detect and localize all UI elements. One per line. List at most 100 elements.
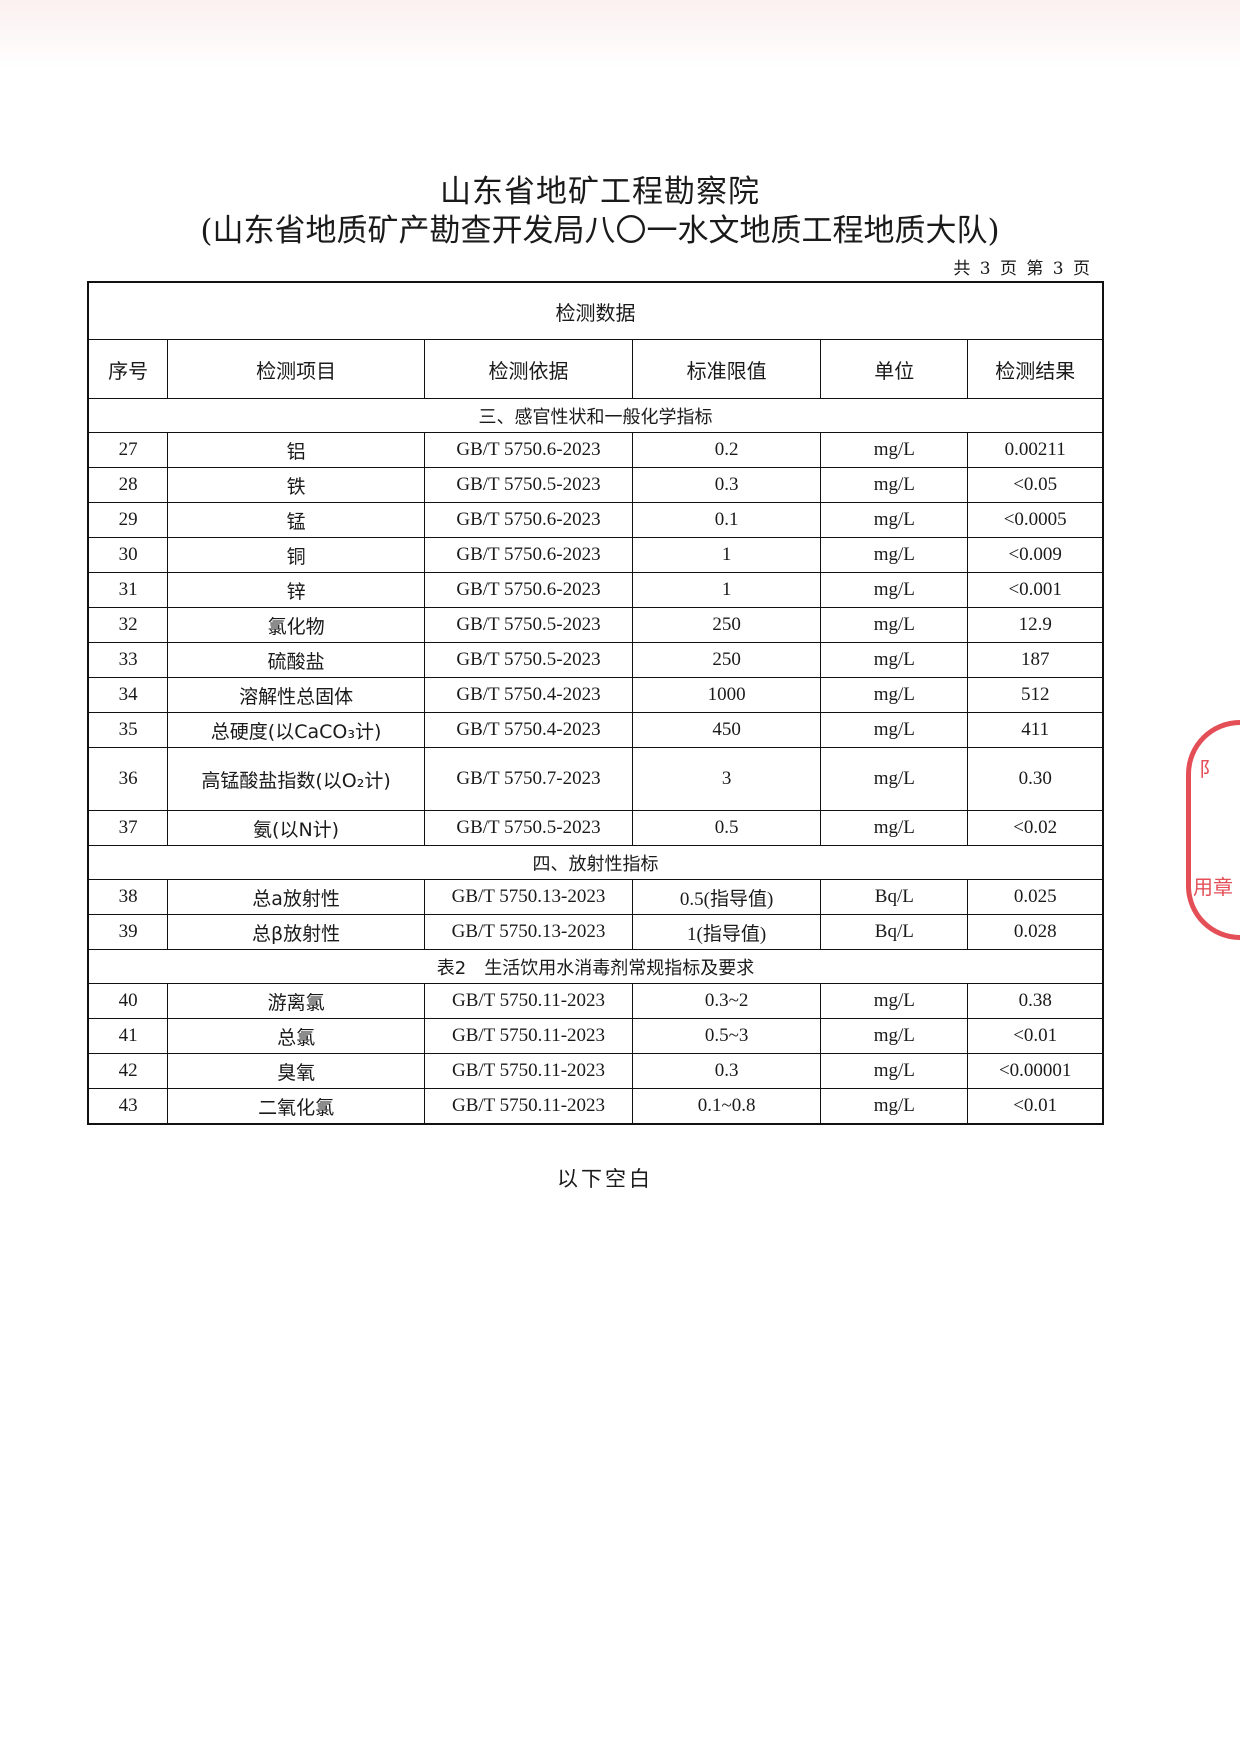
test-method: GB/T 5750.7-2023: [423, 747, 634, 811]
section-title: 三、感官性状和一般化学指标: [87, 398, 1104, 433]
table-row: 27 铝 GB/T 5750.6-2023 0.2 mg/L 0.00211: [87, 432, 1104, 468]
test-item: 溶解性总固体: [167, 677, 425, 713]
table-row: 34 溶解性总固体 GB/T 5750.4-2023 1000 mg/L 512: [87, 677, 1104, 713]
row-number: 35: [87, 712, 169, 748]
test-result: 0.025: [967, 879, 1104, 915]
test-item: 二氧化氯: [167, 1088, 425, 1125]
unit: mg/L: [820, 502, 969, 538]
stamp-text: 阝: [1199, 757, 1219, 781]
unit: Bq/L: [820, 914, 969, 950]
test-method: GB/T 5750.13-2023: [423, 879, 634, 915]
test-item: 铜: [167, 537, 425, 573]
table-caption: 检测数据: [87, 281, 1104, 340]
row-number: 27: [87, 432, 169, 468]
standard-limit: 0.2: [632, 432, 822, 468]
row-number: 30: [87, 537, 169, 573]
unit: Bq/L: [820, 879, 969, 915]
standard-limit: 1(指导值): [632, 914, 822, 950]
unit: mg/L: [820, 642, 969, 678]
standard-limit: 0.3: [632, 1053, 822, 1089]
test-method: GB/T 5750.11-2023: [423, 1088, 634, 1125]
table-row: 43 二氧化氯 GB/T 5750.11-2023 0.1~0.8 mg/L <0.01: [87, 1088, 1104, 1125]
test-item: 总β放射性: [167, 914, 425, 950]
test-result: 0.00211: [967, 432, 1104, 468]
section-title: 四、放射性指标: [87, 845, 1104, 880]
table-row: 36 高锰酸盐指数(以O₂计) GB/T 5750.7-2023 3 mg/L 0.30: [87, 747, 1104, 811]
test-item: 氯化物: [167, 607, 425, 643]
standard-limit: 250: [632, 607, 822, 643]
column-header-result: 检测结果: [967, 339, 1104, 399]
test-item: 硫酸盐: [167, 642, 425, 678]
test-method: GB/T 5750.6-2023: [423, 537, 634, 573]
table-row: 31 锌 GB/T 5750.6-2023 1 mg/L <0.001: [87, 572, 1104, 608]
row-number: 43: [87, 1088, 169, 1125]
unit: mg/L: [820, 747, 969, 811]
unit: mg/L: [820, 1088, 969, 1125]
test-item: 总氯: [167, 1018, 425, 1054]
standard-limit: 0.3: [632, 467, 822, 503]
table-row: 28 铁 GB/T 5750.5-2023 0.3 mg/L <0.05: [87, 467, 1104, 503]
standard-limit: 0.1~0.8: [632, 1088, 822, 1125]
test-result: 0.028: [967, 914, 1104, 950]
official-seal-stamp: 阝 用章: [1186, 720, 1240, 940]
test-method: GB/T 5750.6-2023: [423, 502, 634, 538]
standard-limit: 1: [632, 572, 822, 608]
test-item: 游离氯: [167, 983, 425, 1019]
test-method: GB/T 5750.5-2023: [423, 810, 634, 846]
test-data-table: 检测数据 序号 检测项目 检测依据 标准限值 单位 检测结果 三、感官性状和一般…: [87, 281, 1104, 1125]
row-number: 28: [87, 467, 169, 503]
column-header-no: 序号: [87, 339, 169, 399]
row-number: 32: [87, 607, 169, 643]
standard-limit: 450: [632, 712, 822, 748]
test-result: <0.001: [967, 572, 1104, 608]
blank-below-note: 以下空白: [557, 1167, 653, 1191]
table-header-row: 序号 检测项目 检测依据 标准限值 单位 检测结果: [87, 339, 1104, 399]
unit: mg/L: [820, 1018, 969, 1054]
test-result: <0.02: [967, 810, 1104, 846]
section-row: 表2 生活饮用水消毒剂常规指标及要求: [87, 949, 1104, 984]
table-row: 32 氯化物 GB/T 5750.5-2023 250 mg/L 12.9: [87, 607, 1104, 643]
standard-limit: 0.5~3: [632, 1018, 822, 1054]
test-method: GB/T 5750.11-2023: [423, 1053, 634, 1089]
table-row: 39 总β放射性 GB/T 5750.13-2023 1(指导值) Bq/L 0.028: [87, 914, 1104, 950]
test-result: <0.01: [967, 1018, 1104, 1054]
test-item: 总硬度(以CaCO₃计): [167, 712, 425, 748]
test-method: GB/T 5750.5-2023: [423, 467, 634, 503]
table-row: 38 总a放射性 GB/T 5750.13-2023 0.5(指导值) Bq/L 0.02…: [87, 879, 1104, 915]
document-subtitle: (山东省地质矿产勘查开发局八〇一水文地质工程地质大队): [200, 213, 1000, 249]
test-item: 氨(以N计): [167, 810, 425, 846]
unit: mg/L: [820, 677, 969, 713]
row-number: 39: [87, 914, 169, 950]
table-row: 33 硫酸盐 GB/T 5750.5-2023 250 mg/L 187: [87, 642, 1104, 678]
column-header-unit: 单位: [820, 339, 969, 399]
standard-limit: 250: [632, 642, 822, 678]
table-row: 30 铜 GB/T 5750.6-2023 1 mg/L <0.009: [87, 537, 1104, 573]
page-info: 共 3 页 第 3 页: [953, 259, 1092, 279]
section-title: 表2 生活饮用水消毒剂常规指标及要求: [87, 949, 1104, 984]
standard-limit: 0.5: [632, 810, 822, 846]
row-number: 31: [87, 572, 169, 608]
table-row: 35 总硬度(以CaCO₃计) GB/T 5750.4-2023 450 mg/L 411: [87, 712, 1104, 748]
standard-limit: 0.1: [632, 502, 822, 538]
unit: mg/L: [820, 1053, 969, 1089]
test-method: GB/T 5750.4-2023: [423, 712, 634, 748]
test-item: 高锰酸盐指数(以O₂计): [167, 747, 425, 811]
scan-tint: [0, 0, 1240, 70]
standard-limit: 0.3~2: [632, 983, 822, 1019]
test-result: <0.05: [967, 467, 1104, 503]
document-title: 山东省地矿工程勘察院: [440, 174, 760, 210]
test-method: GB/T 5750.5-2023: [423, 607, 634, 643]
standard-limit: 0.5(指导值): [632, 879, 822, 915]
test-item: 总a放射性: [167, 879, 425, 915]
test-method: GB/T 5750.4-2023: [423, 677, 634, 713]
test-method: GB/T 5750.11-2023: [423, 983, 634, 1019]
column-header-limit: 标准限值: [632, 339, 822, 399]
column-header-method: 检测依据: [423, 339, 634, 399]
table-row: 42 臭氧 GB/T 5750.11-2023 0.3 mg/L <0.00001: [87, 1053, 1104, 1089]
stamp-text: 用章: [1193, 875, 1233, 899]
test-result: <0.0005: [967, 502, 1104, 538]
unit: mg/L: [820, 810, 969, 846]
table-row: 40 游离氯 GB/T 5750.11-2023 0.3~2 mg/L 0.38: [87, 983, 1104, 1019]
row-number: 37: [87, 810, 169, 846]
test-item: 锌: [167, 572, 425, 608]
